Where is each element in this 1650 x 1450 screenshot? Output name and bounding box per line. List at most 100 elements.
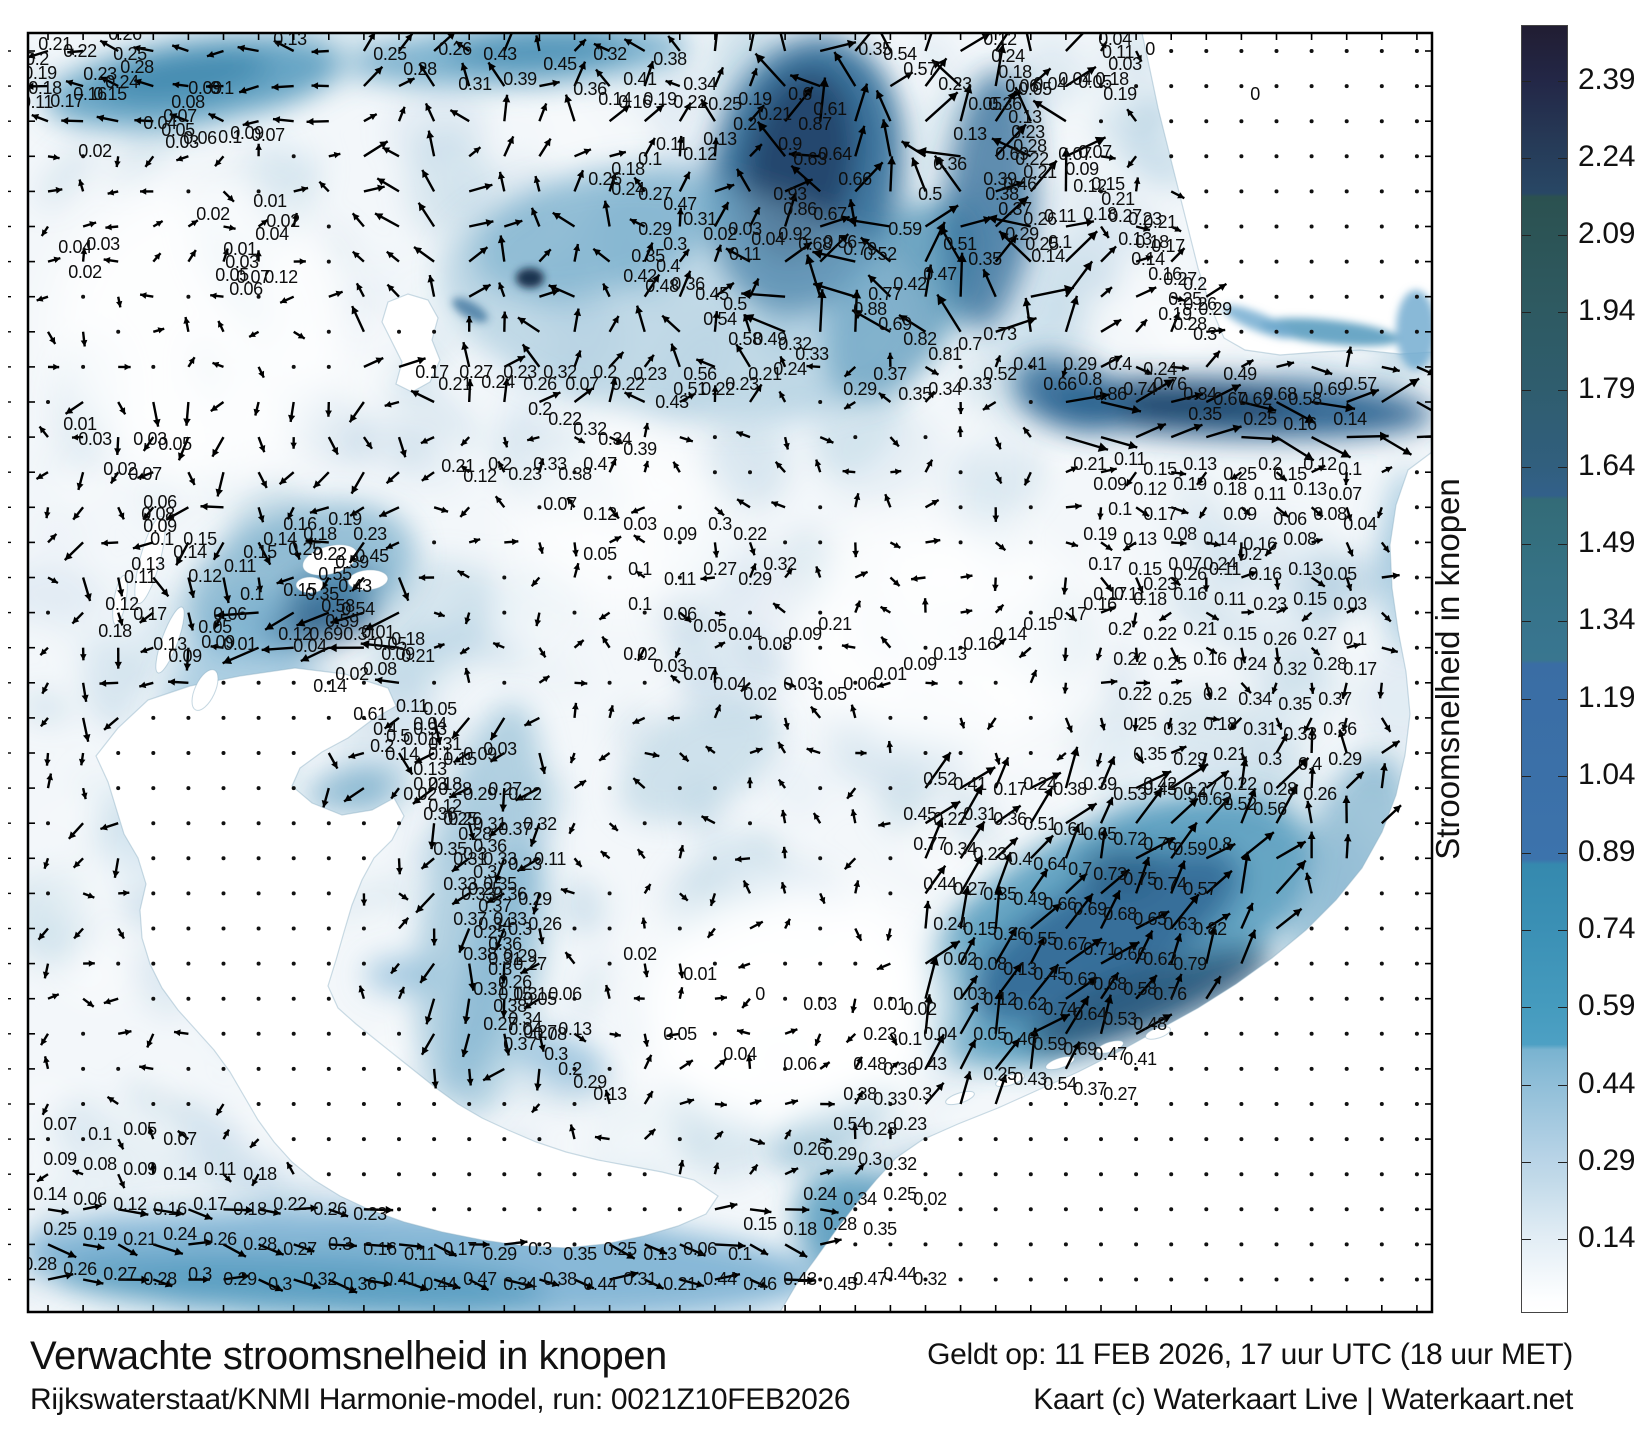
grid-dot — [256, 996, 261, 1001]
current-arrow-head — [103, 257, 111, 264]
current-arrow-head — [637, 653, 644, 661]
colorbar-tick-label: 2.24 — [1578, 140, 1636, 174]
current-arrow-head — [1237, 553, 1245, 561]
speed-label: 0.45 — [695, 284, 729, 304]
grid-dot — [361, 821, 366, 826]
speed-label: 0.16 — [1193, 649, 1227, 669]
current-arrow-head — [529, 838, 538, 847]
speed-label: 0.41 — [1013, 354, 1047, 374]
grid-dot — [1414, 1207, 1419, 1212]
speed-label: 0.26 — [313, 1199, 347, 1219]
current-arrow-head — [309, 507, 318, 515]
current-arrow-head — [880, 606, 888, 613]
current-arrow-head — [1302, 614, 1309, 622]
current-arrow-head — [280, 297, 288, 304]
speed-label: 0.66 — [1043, 894, 1077, 914]
grid-dot — [1414, 996, 1419, 1001]
speed-label: 0.23 — [353, 1204, 387, 1224]
current-arrow-head — [53, 256, 61, 263]
grid-dot — [1309, 259, 1314, 264]
current-arrow-head — [632, 717, 640, 724]
current-arrow-head — [928, 23, 936, 31]
current-arrow-head — [927, 391, 935, 399]
grid-dot — [502, 1207, 507, 1212]
current-arrow-head — [831, 1208, 839, 1216]
current-arrow-head — [421, 1046, 429, 1055]
current-arrow-head — [384, 721, 392, 729]
speed-label: 0.86 — [1093, 384, 1127, 404]
current-arrow-head — [534, 619, 542, 627]
current-arrow-head — [1274, 583, 1281, 590]
current-arrow-head — [746, 777, 754, 784]
grid-dot — [186, 996, 191, 1001]
grid-dot — [1309, 119, 1314, 124]
current-arrow-head — [331, 446, 338, 455]
current-arrow-head — [1087, 977, 1098, 986]
speed-label: 0.45 — [903, 804, 937, 824]
current-arrow-head — [107, 189, 115, 196]
speed-label: 0.04 — [255, 224, 289, 244]
grid-dot — [853, 1207, 858, 1212]
current-arrow-head — [602, 200, 611, 209]
current-arrow-head — [1051, 903, 1062, 913]
current-arrow-head — [1312, 648, 1320, 655]
current-arrow-head — [670, 343, 678, 352]
current-arrow-head — [187, 623, 195, 631]
speed-label: 0.33 — [795, 344, 829, 364]
speed-label: 0.39 — [623, 439, 657, 459]
speed-label: 0.45 — [823, 1274, 857, 1294]
speed-label: 0.38 — [493, 996, 527, 1016]
current-arrow-head — [839, 234, 849, 244]
speed-label: 0.06 — [663, 604, 697, 624]
grid-dot — [818, 645, 823, 650]
current-arrow-head — [780, 809, 788, 817]
current-arrow-head — [642, 422, 650, 430]
current-arrow-head — [419, 1283, 429, 1292]
speed-label: 0.16 — [618, 92, 652, 112]
current-arrow-head — [677, 971, 685, 979]
current-arrow-head — [256, 585, 264, 593]
speed-label: 0.25 — [883, 1184, 917, 1204]
speed-label: 0.02 — [943, 949, 977, 969]
current-arrow-head — [583, 148, 591, 156]
current-arrow-head — [788, 150, 797, 159]
current-arrow-head — [188, 590, 196, 598]
current-arrow-head — [160, 588, 169, 597]
current-arrow-head — [755, 747, 763, 754]
speed-label: 0.17 — [1143, 504, 1177, 524]
current-arrow-head — [414, 756, 423, 763]
speed-label: 0.25 — [1168, 289, 1202, 309]
grid-dot — [1414, 926, 1419, 931]
current-arrow-head — [1202, 585, 1210, 592]
grid-dot — [1344, 259, 1349, 264]
speed-label: 0.26 — [523, 374, 557, 394]
grid-dot — [1414, 856, 1419, 861]
current-arrow-head — [495, 496, 503, 504]
grid-dot — [1204, 1066, 1209, 1071]
current-arrow-head — [973, 784, 983, 796]
speed-label: 0.32 — [883, 1154, 917, 1174]
grid-dot — [958, 680, 963, 685]
speed-label: 0.26 — [993, 924, 1027, 944]
speed-label: 0.32 — [1273, 659, 1307, 679]
speed-label: 0.17 — [193, 1194, 227, 1214]
grid-dot — [572, 470, 577, 475]
current-arrow-head — [732, 1271, 740, 1280]
current-arrow-head — [1384, 614, 1391, 622]
current-arrow-head — [967, 937, 975, 947]
grid-dot — [361, 1137, 366, 1142]
grid-dot — [818, 856, 823, 861]
current-arrow-head — [375, 357, 384, 365]
speed-label: 0.35 — [1188, 404, 1222, 424]
current-arrow-head — [399, 106, 406, 114]
speed-label: 0.27 — [1108, 206, 1142, 226]
grid-dot — [1414, 610, 1419, 615]
current-arrow-head — [377, 178, 386, 186]
current-arrow-head — [494, 874, 502, 883]
current-arrow-head — [700, 574, 708, 582]
speed-label: 0.09 — [903, 654, 937, 674]
speed-label: 0.08 — [758, 634, 792, 654]
current-arrow-head — [1281, 510, 1289, 517]
current-arrow-head — [118, 512, 125, 520]
grid-dot — [432, 1137, 437, 1142]
